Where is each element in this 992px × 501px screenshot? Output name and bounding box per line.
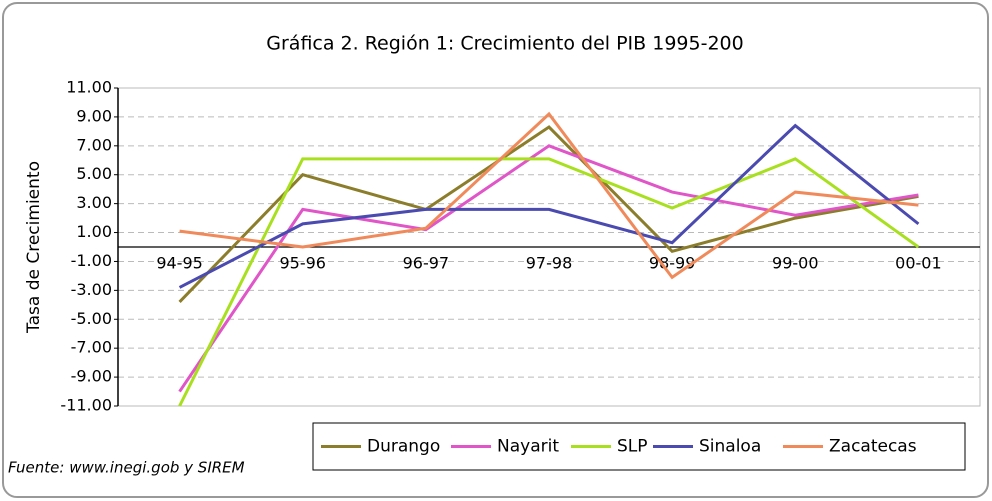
y-tick-label: -5.00 bbox=[71, 309, 112, 328]
legend-label: Sinaloa bbox=[699, 437, 761, 457]
y-tick-label: 3.00 bbox=[76, 193, 112, 212]
y-tick-label: 11.00 bbox=[66, 78, 112, 97]
x-tick-label: 00-01 bbox=[895, 254, 942, 273]
y-tick-label: 7.00 bbox=[76, 135, 112, 154]
chart-title: Gráfica 2. Región 1: Crecimiento del PIB… bbox=[266, 33, 743, 55]
y-tick-label: 9.00 bbox=[76, 106, 112, 125]
series-line bbox=[178, 123, 920, 289]
y-tick-label: 1.00 bbox=[76, 222, 112, 241]
series-line bbox=[178, 157, 920, 407]
legend-label: Zacatecas bbox=[829, 437, 917, 457]
series-line bbox=[178, 144, 919, 393]
y-tick-label: -7.00 bbox=[71, 338, 112, 357]
x-tick-label: 99-00 bbox=[772, 254, 819, 273]
x-tick-label: 97-98 bbox=[526, 254, 573, 273]
series-line bbox=[179, 111, 919, 280]
x-tick-label: 95-96 bbox=[279, 254, 326, 273]
y-tick-label: 5.00 bbox=[76, 164, 112, 183]
y-tick-label: -1.00 bbox=[71, 251, 112, 270]
y-axis-label: Tasa de Crecimiento bbox=[24, 161, 44, 334]
source-note: Fuente: www.inegi.gob y SIREM bbox=[8, 459, 245, 477]
legend-box bbox=[312, 422, 966, 471]
x-tick-label: 96-97 bbox=[403, 254, 450, 273]
legend-label: Durango bbox=[367, 437, 440, 457]
y-tick-label: -11.00 bbox=[60, 396, 112, 415]
y-tick-label: -3.00 bbox=[71, 280, 112, 299]
series-line bbox=[178, 125, 919, 303]
x-tick-label: 94-95 bbox=[156, 254, 203, 273]
legend-label: SLP bbox=[617, 437, 648, 457]
legend-label: Nayarit bbox=[497, 437, 559, 457]
y-tick-label: -9.00 bbox=[71, 367, 112, 386]
